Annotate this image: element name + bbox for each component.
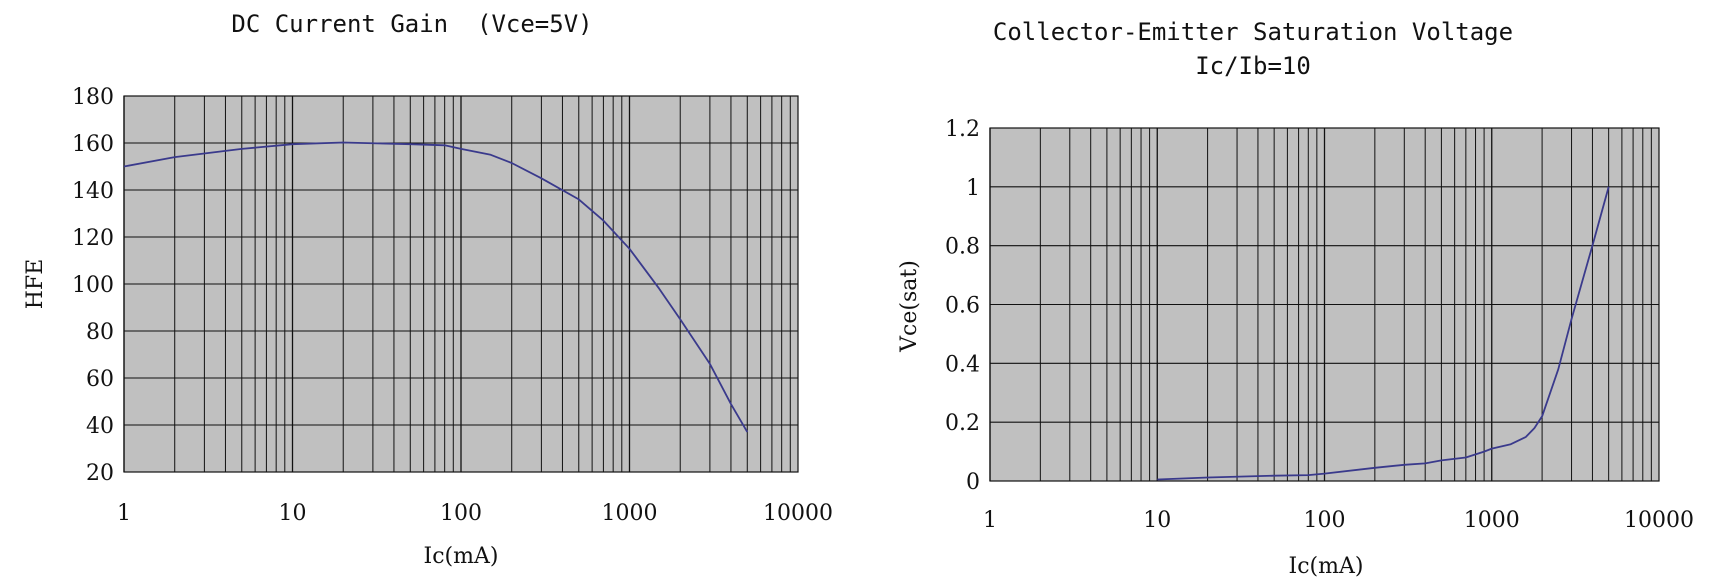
dc-current-gain-chart: DC Current Gain (Vce=5V) 1 10 100 1000 10000… — [23, 10, 833, 569]
c2-y-tick-label: 1 — [966, 176, 980, 201]
chart2-title: Collector-Emitter Saturation Voltage — [993, 18, 1513, 46]
c2-y-tick-label: 0.4 — [945, 352, 980, 377]
c2-x-tick-label: 10000 — [1624, 508, 1694, 533]
chart2-x-axis-label: Ic(mA) — [1289, 554, 1364, 579]
c2-x-tick-label: 1 — [983, 508, 997, 533]
c1-y-tick-label: 60 — [86, 367, 114, 392]
c2-x-tick-label: 1000 — [1464, 508, 1520, 533]
chart2-grid — [989, 127, 1659, 482]
chart1-x-axis-label: Ic(mA) — [424, 544, 499, 569]
chart1-x-ticks: 1 10 100 1000 10000 — [117, 501, 833, 526]
c1-y-tick-label: 160 — [72, 132, 114, 157]
c2-y-tick-label: 1.2 — [945, 117, 980, 142]
c1-x-tick-label: 10000 — [763, 501, 833, 526]
c1-y-tick-label: 140 — [72, 179, 114, 204]
chart2-y-axis-label: Vce(sat) — [897, 260, 922, 353]
c1-x-tick-label: 10 — [279, 501, 307, 526]
c1-y-tick-label: 120 — [72, 226, 114, 251]
chart1-title: DC Current Gain (Vce=5V) — [231, 10, 592, 38]
c2-y-tick-label: 0.2 — [945, 411, 980, 436]
c1-x-tick-label: 1 — [117, 501, 131, 526]
chart2-y-ticks: 0 0.2 0.4 0.6 0.8 1 1.2 — [945, 117, 980, 495]
chart1-series-line — [123, 141, 749, 433]
c2-y-tick-label: 0.6 — [945, 294, 980, 319]
chart2-series-line — [1157, 186, 1610, 481]
saturation-voltage-chart: Collector-Emitter Saturation Voltage Ic/… — [897, 18, 1694, 579]
c1-y-tick-label: 40 — [86, 414, 114, 439]
c2-y-tick-label: 0 — [966, 470, 980, 495]
chart1-grid — [123, 95, 798, 473]
c2-y-tick-label: 0.8 — [945, 235, 980, 260]
c1-x-tick-label: 100 — [440, 501, 482, 526]
chart1-y-ticks: 20 40 60 80 100 120 140 160 180 — [72, 85, 114, 486]
c2-x-tick-label: 100 — [1304, 508, 1346, 533]
chart1-y-axis-label: HFE — [23, 259, 48, 310]
c1-x-tick-label: 1000 — [602, 501, 658, 526]
c2-x-tick-label: 10 — [1143, 508, 1171, 533]
c1-y-tick-label: 20 — [86, 461, 114, 486]
chart2-subtitle: Ic/Ib=10 — [1195, 52, 1311, 80]
c1-y-tick-label: 100 — [72, 273, 114, 298]
c1-y-tick-label: 180 — [72, 85, 114, 110]
c1-y-tick-label: 80 — [86, 320, 114, 345]
chart2-x-ticks: 1 10 100 1000 10000 — [983, 508, 1694, 533]
